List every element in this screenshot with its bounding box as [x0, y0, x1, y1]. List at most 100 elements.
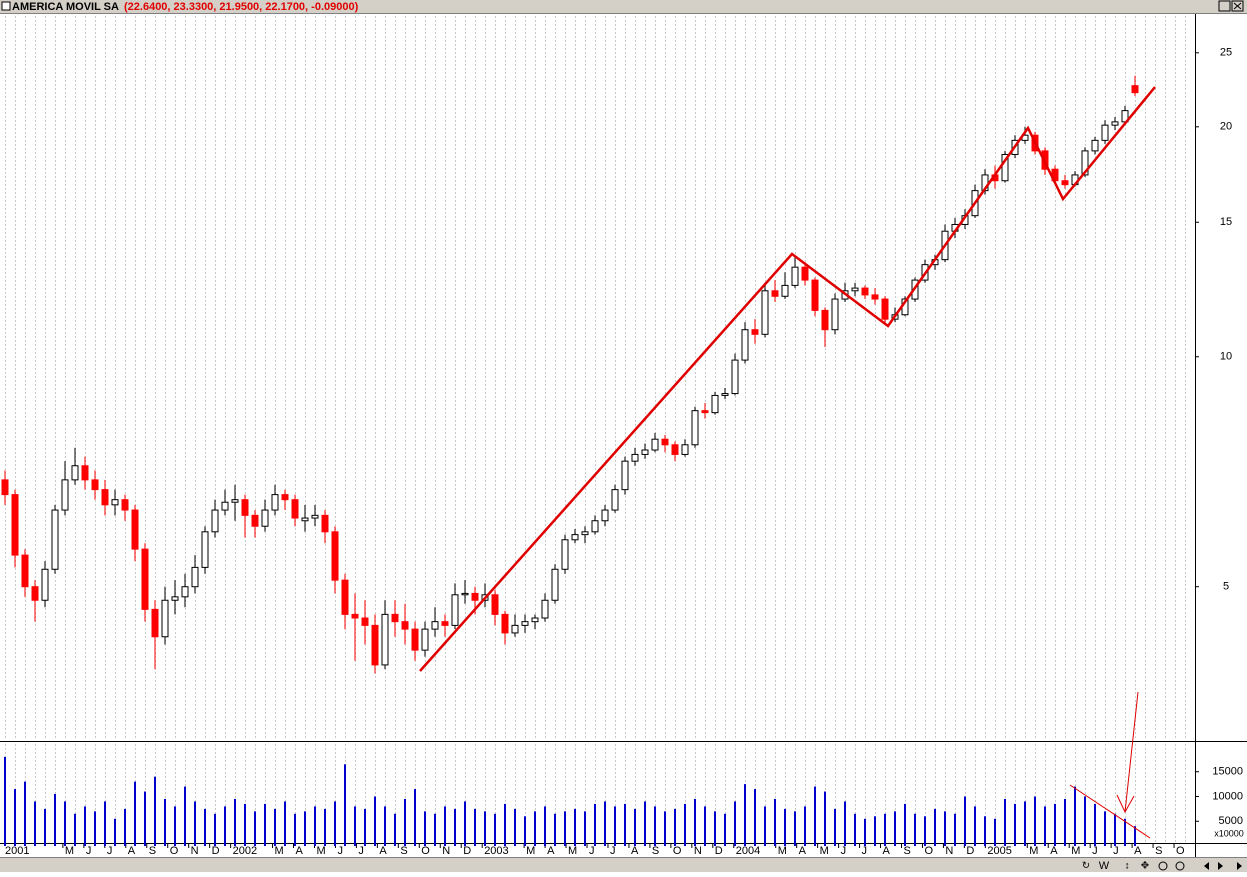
volume-bar: [84, 806, 86, 846]
candle-body: [411, 628, 419, 651]
price-panel: [0, 14, 1195, 740]
zoom-out-button[interactable]: [1158, 861, 1168, 871]
volume-bar: [64, 801, 66, 846]
volume-bar: [314, 806, 316, 846]
trend-line: [419, 86, 1156, 672]
restore-button[interactable]: [1218, 0, 1231, 12]
volume-bar: [454, 808, 456, 846]
x-tick-label: D: [463, 845, 471, 857]
volume-bar: [94, 811, 96, 846]
candle-body: [1131, 85, 1139, 94]
zoom-in-button[interactable]: [1175, 861, 1185, 871]
x-tick-label: J: [862, 845, 868, 857]
volume-bar: [44, 808, 46, 846]
volume-bar: [614, 806, 616, 846]
scroll-left-button[interactable]: [1204, 862, 1209, 870]
x-tick-label: M: [778, 845, 787, 857]
candle-body: [881, 298, 889, 320]
scroll-icon[interactable]: ↕: [1125, 861, 1130, 872]
x-tick-label: D: [715, 845, 723, 857]
candle-body: [701, 410, 709, 414]
volume-bar: [24, 781, 26, 846]
candle-body: [41, 568, 49, 601]
x-tick-label: M: [65, 845, 74, 857]
candle-body: [1091, 139, 1099, 152]
candle-body: [731, 359, 739, 395]
volume-bar: [54, 794, 56, 846]
candle-body: [81, 465, 89, 481]
volume-bar: [604, 801, 606, 846]
volume-bar: [664, 811, 666, 846]
candle-body: [661, 438, 669, 446]
pan-icon[interactable]: ✥: [1141, 861, 1149, 872]
volume-bar: [1134, 826, 1136, 846]
volume-bar: [414, 789, 416, 846]
x-tick-label: M: [526, 845, 535, 857]
candle-body: [621, 460, 629, 491]
volume-bar: [324, 808, 326, 846]
volume-bar: [594, 803, 596, 846]
y-tick-label: 20: [1220, 121, 1232, 133]
candle-body: [91, 479, 99, 491]
volume-bar: [734, 801, 736, 846]
volume-bar: [784, 808, 786, 846]
candle-body: [251, 514, 259, 527]
candle-body: [741, 329, 749, 361]
candle-body: [31, 586, 39, 601]
candle-body: [771, 290, 779, 297]
candle-body: [751, 329, 759, 335]
volume-bar: [674, 808, 676, 846]
x-tick-label: A: [379, 845, 387, 857]
volume-bar: [654, 806, 656, 846]
volume-bar: [1104, 811, 1106, 846]
volume-bar: [154, 776, 156, 846]
candle-body: [1101, 124, 1109, 141]
volume-bar: [964, 796, 966, 846]
candle-body: [721, 393, 729, 396]
volume-bar: [284, 801, 286, 846]
volume-bar: [194, 801, 196, 846]
volume-bar: [374, 796, 376, 846]
x-tick-label: N: [945, 845, 953, 857]
scroll-end-button[interactable]: [1237, 862, 1242, 870]
candle-body: [131, 509, 139, 550]
candle-body: [561, 539, 569, 570]
volume-bar: [184, 786, 186, 846]
window-icon: [1, 1, 11, 11]
volume-bar: [1054, 803, 1056, 846]
x-tick-label: S: [903, 845, 910, 857]
volume-bar: [174, 806, 176, 846]
candle-body: [341, 579, 349, 615]
candle-body: [311, 514, 319, 519]
scroll-right-button[interactable]: [1218, 862, 1223, 870]
candle-body: [821, 309, 829, 331]
candle-body: [711, 394, 719, 414]
volume-bar: [434, 813, 436, 846]
x-tick-label: N: [191, 845, 199, 857]
x-tick-label: O: [673, 845, 682, 857]
x-tick-label: M: [316, 845, 325, 857]
candle-body: [651, 438, 659, 451]
volume-bar: [74, 813, 76, 846]
volume-bar: [574, 808, 576, 846]
candle-body: [381, 613, 389, 666]
period-icon[interactable]: ↻: [1082, 861, 1090, 872]
candle-body: [141, 548, 149, 610]
period-button[interactable]: W: [1099, 860, 1110, 872]
volume-bar: [754, 789, 756, 846]
candle-body: [11, 494, 19, 556]
candle-body: [791, 266, 799, 286]
candle-body: [571, 534, 579, 541]
candle-body: [851, 287, 859, 292]
volume-bar: [834, 808, 836, 846]
volume-bar: [994, 818, 996, 846]
candle-body: [691, 410, 699, 446]
volume-bar: [1024, 801, 1026, 846]
candle-body: [551, 568, 559, 601]
volume-tick-label: 15000: [1212, 766, 1243, 778]
volume-bar: [494, 813, 496, 846]
candle-body: [441, 621, 449, 626]
x-tick-label: J: [86, 845, 92, 857]
